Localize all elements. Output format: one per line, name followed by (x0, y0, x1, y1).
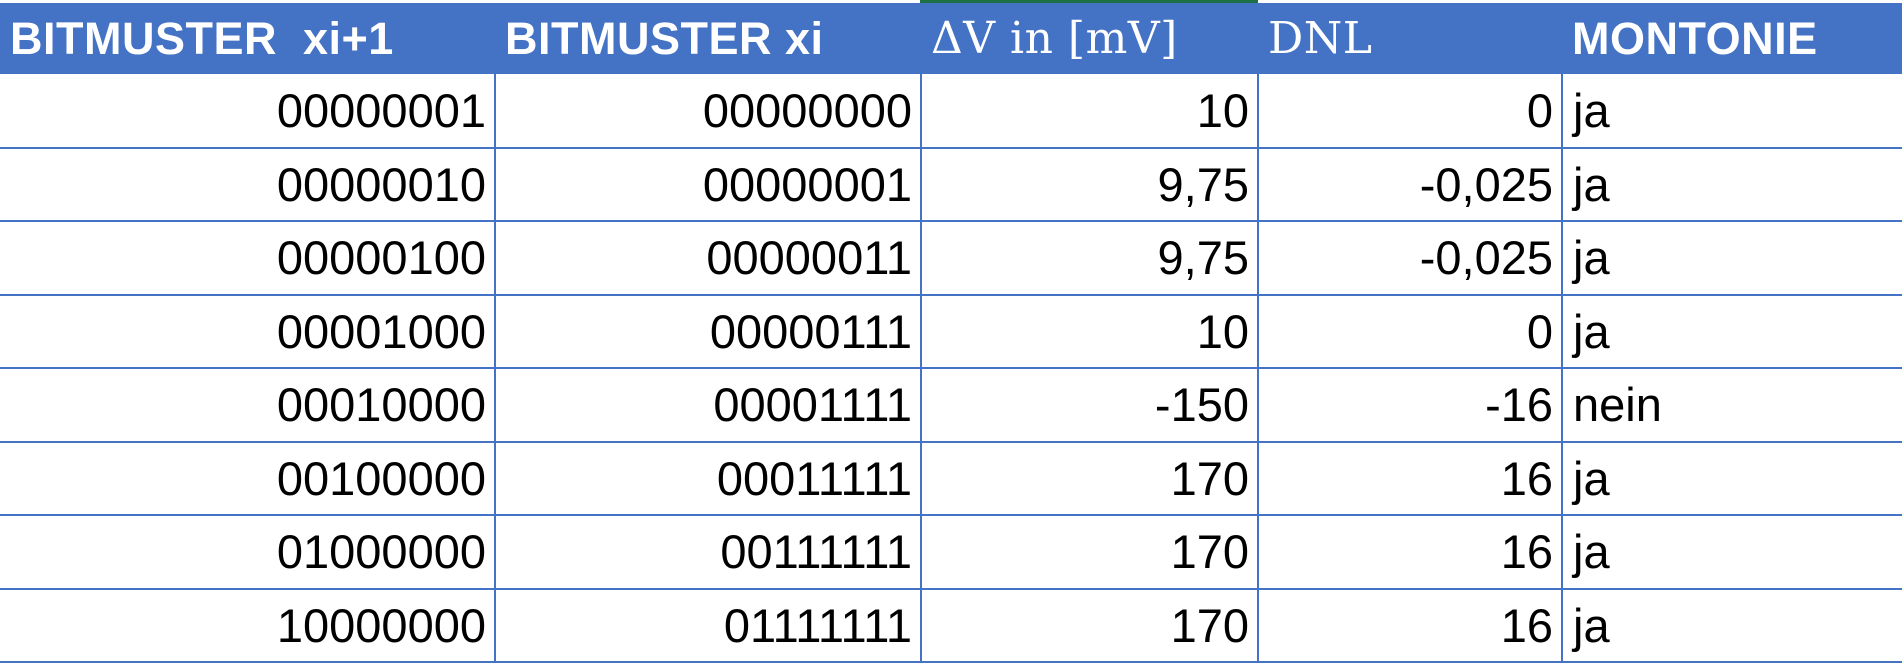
table-row: 00000001 00000000 10 0 ja (0, 74, 1902, 149)
cell-bitmuster-xi[interactable]: 00000011 (495, 221, 922, 296)
cell-bitmuster-xi-plus-1[interactable]: 01000000 (0, 515, 496, 590)
header-montonie[interactable]: MONTONIE (1562, 3, 1902, 74)
cell-montonie[interactable]: ja (1562, 221, 1902, 296)
cell-delta-v[interactable]: 10 (921, 74, 1259, 149)
selected-column-indicator (920, 0, 1258, 3)
cell-delta-v[interactable]: 170 (921, 588, 1259, 663)
cell-montonie[interactable]: ja (1562, 74, 1902, 149)
table-row: 00100000 00011111 170 16 ja (0, 441, 1902, 516)
cell-bitmuster-xi-plus-1[interactable]: 00100000 (0, 441, 496, 516)
table-row: 01000000 00111111 170 16 ja (0, 515, 1902, 590)
table-row: 00000100 00000011 9,75 -0,025 ja (0, 221, 1902, 296)
table-row: 00010000 00001111 -150 -16 nein (0, 368, 1902, 443)
cell-bitmuster-xi-plus-1[interactable]: 00000100 (0, 221, 496, 296)
table-row: 00001000 00000111 10 0 ja (0, 294, 1902, 369)
cell-delta-v[interactable]: 9,75 (921, 147, 1259, 222)
cell-delta-v[interactable]: 9,75 (921, 221, 1259, 296)
cell-bitmuster-xi-plus-1[interactable]: 00000010 (0, 147, 496, 222)
cell-delta-v[interactable]: 10 (921, 294, 1259, 369)
cell-bitmuster-xi-plus-1[interactable]: 00010000 (0, 368, 496, 443)
header-bitmuster-xi-plus-1[interactable]: BITMUSTER xi+1 (0, 3, 495, 74)
cell-delta-v[interactable]: 170 (921, 441, 1259, 516)
header-row: BITMUSTER xi+1 BITMUSTER xi ΔV in [mV] D… (0, 3, 1902, 74)
cell-montonie[interactable]: ja (1562, 588, 1902, 663)
cell-montonie[interactable]: ja (1562, 441, 1902, 516)
header-delta-v[interactable]: ΔV in [mV] (921, 3, 1258, 74)
cell-dnl[interactable]: -0,025 (1258, 147, 1563, 222)
cell-dnl[interactable]: -16 (1258, 368, 1563, 443)
cell-bitmuster-xi-plus-1[interactable]: 00000001 (0, 74, 496, 149)
header-bitmuster-xi[interactable]: BITMUSTER xi (495, 3, 921, 74)
cell-bitmuster-xi[interactable]: 00000000 (495, 74, 922, 149)
cell-montonie[interactable]: ja (1562, 515, 1902, 590)
cell-bitmuster-xi[interactable]: 00011111 (495, 441, 922, 516)
cell-delta-v[interactable]: 170 (921, 515, 1259, 590)
cell-dnl[interactable]: 16 (1258, 515, 1563, 590)
data-table: BITMUSTER xi+1 BITMUSTER xi ΔV in [mV] D… (0, 3, 1902, 663)
header-dnl[interactable]: DNL (1258, 3, 1562, 74)
cell-montonie[interactable]: ja (1562, 147, 1902, 222)
cell-montonie[interactable]: nein (1562, 368, 1902, 443)
cell-delta-v[interactable]: -150 (921, 368, 1259, 443)
table-row: 00000010 00000001 9,75 -0,025 ja (0, 147, 1902, 222)
cell-dnl[interactable]: 0 (1258, 294, 1563, 369)
table-row: 10000000 01111111 170 16 ja (0, 588, 1902, 663)
cell-dnl[interactable]: 16 (1258, 588, 1563, 663)
cell-bitmuster-xi-plus-1[interactable]: 00001000 (0, 294, 496, 369)
cell-dnl[interactable]: -0,025 (1258, 221, 1563, 296)
cell-dnl[interactable]: 0 (1258, 74, 1563, 149)
cell-montonie[interactable]: ja (1562, 294, 1902, 369)
cell-bitmuster-xi-plus-1[interactable]: 10000000 (0, 588, 496, 663)
cell-dnl[interactable]: 16 (1258, 441, 1563, 516)
cell-bitmuster-xi[interactable]: 01111111 (495, 588, 922, 663)
cell-bitmuster-xi[interactable]: 00001111 (495, 368, 922, 443)
cell-bitmuster-xi[interactable]: 00111111 (495, 515, 922, 590)
cell-bitmuster-xi[interactable]: 00000001 (495, 147, 922, 222)
cell-bitmuster-xi[interactable]: 00000111 (495, 294, 922, 369)
